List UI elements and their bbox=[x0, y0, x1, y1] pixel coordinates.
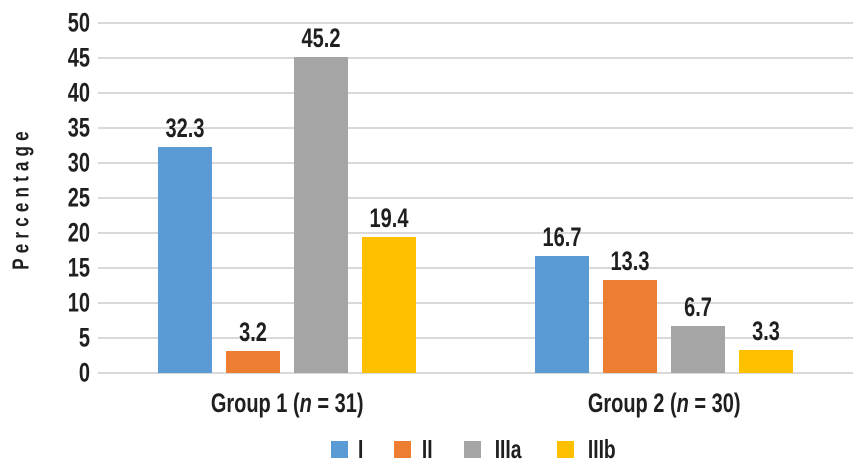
gridline-20 bbox=[98, 232, 853, 234]
legend-swatch-II bbox=[394, 440, 412, 458]
y-tick-label-30: 30 bbox=[60, 148, 90, 179]
bar-value-text: 32.3 bbox=[165, 112, 205, 143]
y-tick-label-45: 45 bbox=[60, 43, 90, 74]
bar-value-text: 16.7 bbox=[542, 222, 582, 253]
bar-value-label-I-group1: 32.3 bbox=[158, 113, 211, 144]
legend-label-text: II bbox=[421, 434, 433, 464]
legend-label-text: IIIb bbox=[587, 434, 616, 464]
category-label-prefix: Group 1 ( bbox=[210, 388, 300, 418]
category-label-n-italic: n bbox=[299, 388, 312, 418]
legend-label-IIIb: IIIb bbox=[583, 436, 621, 462]
gridline-35 bbox=[98, 127, 853, 129]
legend-swatch-IIIa bbox=[464, 440, 482, 458]
bar-I-group1: 32.3 bbox=[157, 113, 212, 373]
y-tick-label-5: 5 bbox=[75, 323, 90, 354]
y-tick-label-20: 20 bbox=[60, 218, 90, 249]
y-tick-text-15: 15 bbox=[67, 252, 90, 283]
bar-value-text: 3.3 bbox=[752, 315, 781, 346]
bar-group-1: 32.3 3.2 45.2 19.4 bbox=[98, 23, 476, 373]
gridline-45 bbox=[98, 57, 853, 59]
gridline-40 bbox=[98, 92, 853, 94]
y-tick-label-25: 25 bbox=[60, 183, 90, 214]
y-tick-text-25: 25 bbox=[67, 182, 90, 213]
y-tick-text-0: 0 bbox=[78, 357, 90, 388]
bar-value-text: 13.3 bbox=[610, 245, 650, 276]
legend-item-IIIb: IIIb bbox=[556, 436, 621, 462]
y-tick-label-50: 50 bbox=[60, 8, 90, 39]
legend-swatch-IIIb bbox=[556, 440, 574, 458]
category-label-prefix: Group 2 ( bbox=[587, 388, 677, 418]
legend-label-I: I bbox=[357, 436, 364, 462]
bar-II-group1: 3.2 bbox=[225, 317, 280, 373]
legend-label-IIIa: IIIa bbox=[490, 436, 526, 462]
gridline-15 bbox=[98, 267, 853, 269]
y-tick-text-50: 50 bbox=[67, 7, 90, 38]
bar-IIIa-group2: 6.7 bbox=[671, 292, 726, 373]
y-tick-text-40: 40 bbox=[67, 77, 90, 108]
category-label-suffix: = 31) bbox=[311, 388, 364, 418]
bar-II-group2: 13.3 bbox=[603, 246, 658, 373]
gridline-10 bbox=[98, 302, 853, 304]
legend-label-II: II bbox=[420, 436, 434, 462]
bar-value-label-IIIa-group1: 45.2 bbox=[294, 23, 347, 54]
y-tick-text-20: 20 bbox=[67, 217, 90, 248]
category-label-suffix: = 30) bbox=[688, 388, 741, 418]
bar-IIIb-group2: 3.3 bbox=[739, 316, 794, 373]
bar-value-text: 6.7 bbox=[684, 292, 713, 323]
y-tick-label-15: 15 bbox=[60, 253, 90, 284]
bar-value-label-II-group1: 3.2 bbox=[234, 317, 272, 348]
bar-group-2: 16.7 13.3 6.7 3.3 bbox=[476, 23, 854, 373]
bar-value-text: 19.4 bbox=[369, 203, 409, 234]
legend-item-II: II bbox=[394, 436, 434, 462]
bar-value-text: 45.2 bbox=[301, 22, 341, 53]
bar-IIIb-group1: 19.4 bbox=[361, 203, 416, 373]
y-axis-title-text: Percentage bbox=[7, 126, 34, 270]
category-label-text: Group 2 (n = 30) bbox=[588, 388, 741, 419]
bar-value-label-II-group2: 13.3 bbox=[604, 246, 657, 277]
y-tick-text-10: 10 bbox=[67, 287, 90, 318]
legend-label-text: IIIa bbox=[495, 434, 522, 464]
y-tick-text-5: 5 bbox=[78, 322, 90, 353]
y-axis-title: Percentage bbox=[8, 101, 35, 295]
x-axis-category-labels: Group 1 (n = 31) Group 2 (n = 30) bbox=[98, 388, 853, 419]
legend-swatch-I bbox=[330, 440, 348, 458]
bar-value-label-IIIb-group2: 3.3 bbox=[747, 316, 785, 347]
legend: I II IIIa IIIb bbox=[98, 436, 853, 462]
gridline-5 bbox=[98, 337, 853, 339]
gridline-0 bbox=[98, 372, 853, 374]
legend-label-text: I bbox=[357, 434, 364, 464]
y-tick-text-45: 45 bbox=[67, 42, 90, 73]
y-tick-text-30: 30 bbox=[67, 147, 90, 178]
category-label-group1: Group 1 (n = 31) bbox=[98, 388, 476, 419]
gridline-30 bbox=[98, 162, 853, 164]
bar-value-label-I-group2: 16.7 bbox=[536, 222, 589, 253]
bar-value-label-IIIb-group1: 19.4 bbox=[362, 203, 415, 234]
category-label-group2: Group 2 (n = 30) bbox=[476, 388, 854, 419]
y-tick-label-0: 0 bbox=[75, 358, 90, 389]
bar-value-text: 3.2 bbox=[238, 316, 267, 347]
gridline-50 bbox=[98, 22, 853, 24]
plot-area: 32.3 3.2 45.2 19.4 16.7 13.3 6.7 3.3 bbox=[98, 22, 854, 374]
y-tick-label-35: 35 bbox=[60, 113, 90, 144]
category-label-n-italic: n bbox=[676, 388, 689, 418]
legend-item-IIIa: IIIa bbox=[464, 436, 526, 462]
legend-item-I: I bbox=[330, 436, 364, 462]
bar-value-label-IIIa-group2: 6.7 bbox=[679, 292, 717, 323]
bar-IIIa-group1: 45.2 bbox=[293, 23, 348, 373]
y-tick-label-10: 10 bbox=[60, 288, 90, 319]
y-tick-label-40: 40 bbox=[60, 78, 90, 109]
y-tick-text-35: 35 bbox=[67, 112, 90, 143]
gridline-25 bbox=[98, 197, 853, 199]
bar-I-group2: 16.7 bbox=[535, 222, 590, 373]
category-label-text: Group 1 (n = 31) bbox=[210, 388, 363, 419]
